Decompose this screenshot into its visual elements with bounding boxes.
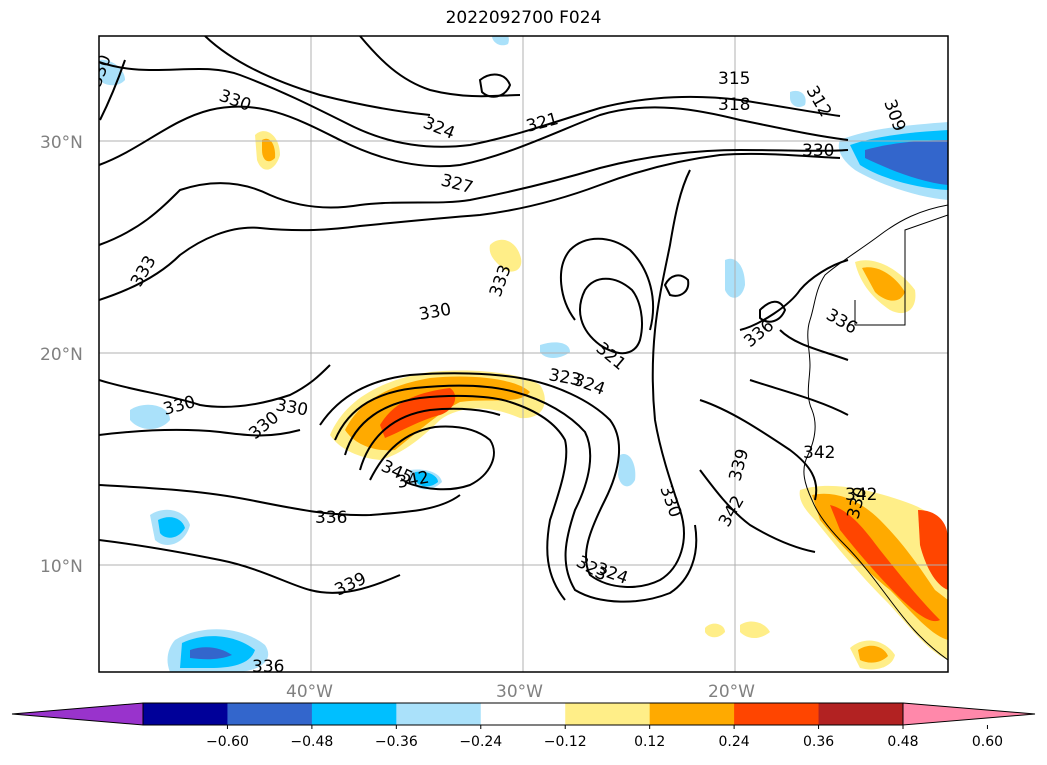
colorbar-extend-right — [902, 702, 1036, 726]
colorbar-tick-label: 0.60 — [972, 734, 1003, 750]
colorbar-cell — [143, 703, 228, 725]
map-title: 2022092700 F024 — [445, 8, 602, 28]
colorbar-cell — [480, 703, 566, 725]
colorbar-cell — [649, 703, 735, 725]
lon-label-20w: 20°W — [708, 682, 755, 702]
latitude-labels: 30°N 20°N 10°N — [40, 133, 83, 577]
colorbar-tick-label: 0.48 — [887, 734, 918, 750]
contour-label: 336 — [252, 657, 284, 677]
colorbar-tick-label: −0.24 — [459, 734, 502, 750]
lon-label-30w: 30°W — [496, 682, 543, 702]
colorbar-tick-label: −0.48 — [290, 734, 333, 750]
map-plot-area: 330 330 324 321 315 318 312 309 330 327 … — [99, 36, 948, 677]
lat-label-30n: 30°N — [40, 133, 83, 153]
contour-label: 315 — [718, 69, 750, 89]
colorbar-cell — [227, 703, 313, 725]
colorbar-cells — [143, 703, 904, 725]
lon-label-40w: 40°W — [286, 682, 333, 702]
colorbar-ticks: −0.60 −0.48 −0.36 −0.24 −0.12 0.12 0.24 0.36 0.4… — [206, 725, 1003, 750]
lat-label-20n: 20°N — [40, 345, 83, 365]
contour-label: 342 — [803, 443, 835, 463]
map-frame — [98, 35, 949, 673]
contour-label: 336 — [315, 508, 347, 528]
colorbar-tick-label: −0.12 — [544, 734, 587, 750]
contour-label: 342 — [845, 485, 877, 505]
colorbar-cell — [818, 703, 904, 725]
colorbar: −0.60 −0.48 −0.36 −0.24 −0.12 0.12 0.24 0.36 0.4… — [11, 702, 1036, 750]
colorbar-outline — [142, 702, 904, 726]
contour-lines — [99, 36, 849, 603]
colorbar-tick-label: 0.36 — [803, 734, 834, 750]
longitude-labels: 40°W 30°W 20°W — [286, 682, 755, 702]
contour-label: 330 — [802, 141, 834, 161]
contour-label: 318 — [718, 95, 750, 115]
colorbar-tick-label: −0.36 — [375, 734, 418, 750]
colorbar-cell — [734, 703, 820, 725]
colorbar-cell — [565, 703, 651, 725]
graticule — [99, 36, 948, 672]
colorbar-cell — [311, 703, 397, 725]
colorbar-tick-label: −0.60 — [206, 734, 249, 750]
shaded-field — [99, 36, 948, 672]
colorbar-tick-label: 0.24 — [719, 734, 750, 750]
colorbar-extend-left — [11, 702, 144, 726]
colorbar-cell — [396, 703, 482, 725]
colorbar-tick-label: 0.12 — [634, 734, 665, 750]
lat-label-10n: 10°N — [40, 557, 83, 577]
